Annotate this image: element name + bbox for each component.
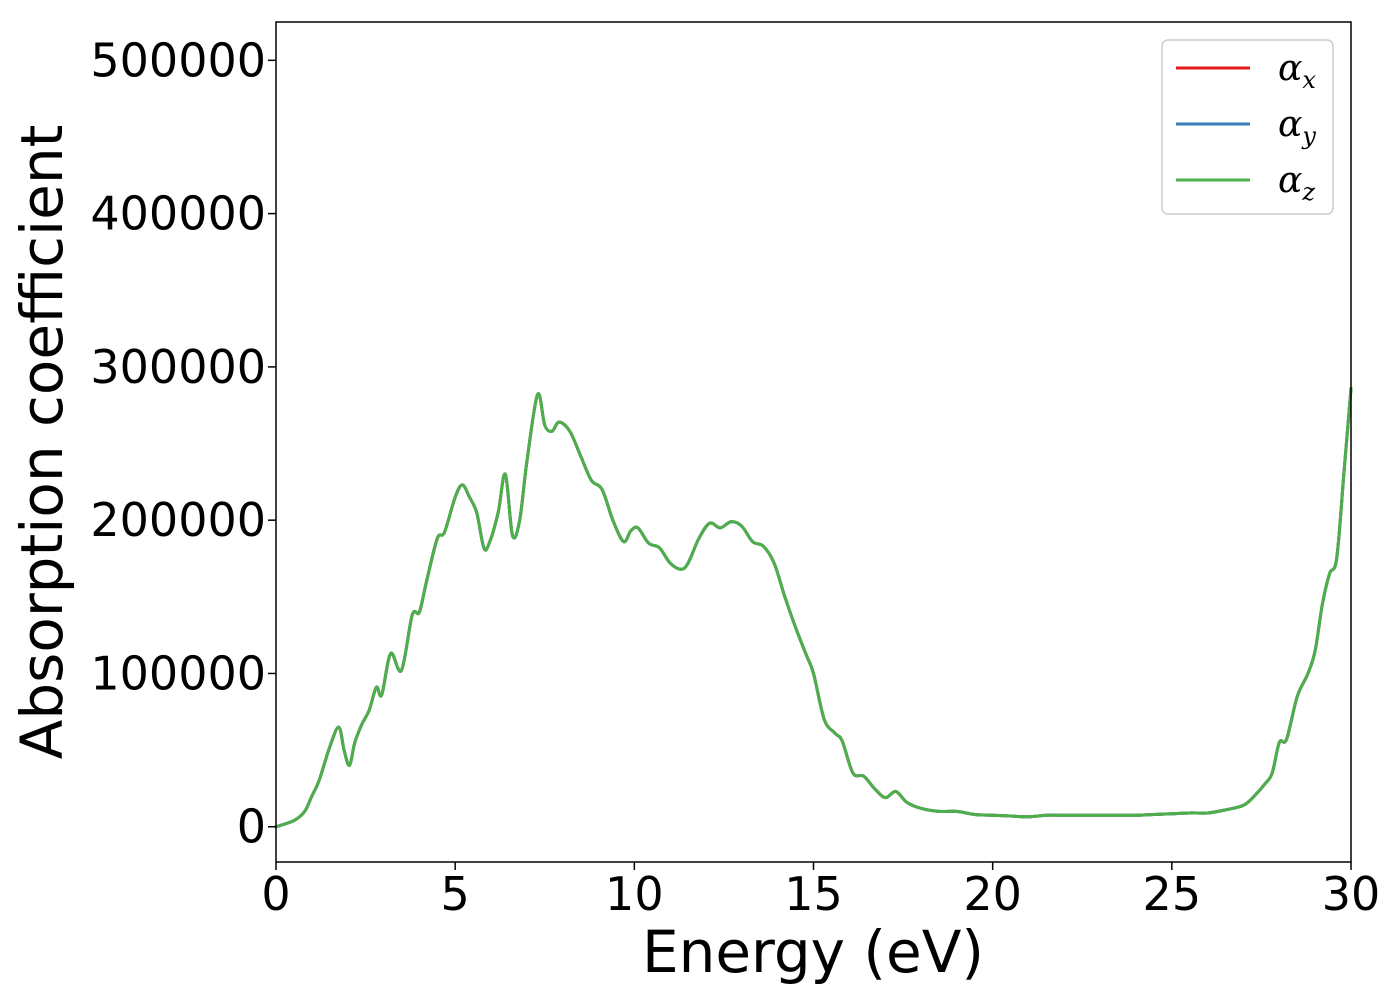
y-tick-label: 0 xyxy=(237,800,266,854)
x-tick-label: 10 xyxy=(605,867,664,921)
series-layer xyxy=(274,386,1353,829)
y-tick-label: 400000 xyxy=(90,187,266,241)
y-tick-label: 100000 xyxy=(90,646,266,700)
x-tick-label: 15 xyxy=(784,867,843,921)
x-axis: 0 5 10 15 20 25 30 xyxy=(261,862,1380,921)
y-axis: 0 100000 200000 300000 400000 500000 xyxy=(90,33,276,854)
y-tick-label: 200000 xyxy=(90,493,266,547)
y-axis-title: Absorption coefficient xyxy=(8,125,76,760)
x-tick-label: 5 xyxy=(441,867,470,921)
legend-frame xyxy=(1161,39,1334,215)
x-tick-label: 20 xyxy=(963,867,1022,921)
y-tick-label: 300000 xyxy=(90,340,266,394)
legend-label: αx xyxy=(1278,48,1316,94)
legend: αx αy αz xyxy=(1161,39,1334,215)
legend-label: αz xyxy=(1278,160,1315,206)
y-tick-label: 500000 xyxy=(90,33,266,87)
series-line-αz xyxy=(274,386,1353,829)
legend-label: αy xyxy=(1278,104,1316,150)
x-axis-title: Energy (eV) xyxy=(642,918,984,986)
x-tick-label: 0 xyxy=(261,867,290,921)
series-line-αy xyxy=(274,386,1353,829)
x-tick-label: 25 xyxy=(1143,867,1202,921)
x-tick-label: 30 xyxy=(1322,867,1381,921)
series-line-αx xyxy=(274,386,1353,829)
